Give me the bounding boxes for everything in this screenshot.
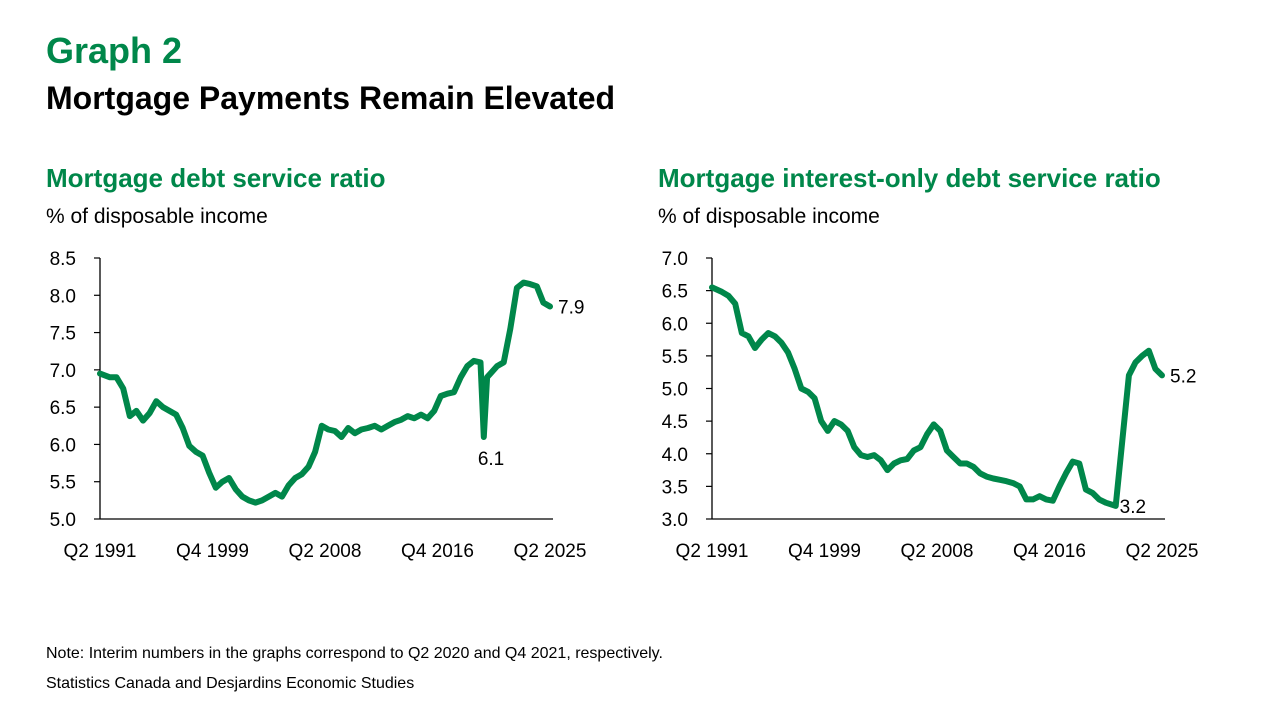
y-tick-label: 5.5 bbox=[662, 347, 688, 368]
y-tick-label: 6.5 bbox=[662, 282, 688, 303]
x-tick-label: Q2 2008 bbox=[289, 541, 362, 562]
page-title: Mortgage Payments Remain Elevated bbox=[46, 80, 616, 116]
right-chart: 3.0 3.5 4.0 4.5 5.0 5.5 6.0 6.5 7.0 Q2 1991 Q4 199… bbox=[662, 249, 1199, 562]
series-line bbox=[709, 284, 1165, 509]
y-tick-label: 8.5 bbox=[50, 249, 76, 270]
x-tick-label: Q4 2016 bbox=[1013, 541, 1086, 562]
x-tick-label: Q2 1991 bbox=[676, 541, 749, 562]
data-label: 6.1 bbox=[478, 449, 504, 470]
left-chart-unit: % of disposable income bbox=[46, 205, 268, 228]
y-tick-label: 6.0 bbox=[662, 314, 688, 335]
source-text: Statistics Canada and Desjardins Economi… bbox=[46, 675, 415, 692]
y-tick-label: 8.0 bbox=[50, 286, 76, 307]
graph-number: Graph 2 bbox=[46, 30, 183, 71]
y-tick-label: 3.5 bbox=[662, 477, 688, 498]
y-tick-label: 7.0 bbox=[662, 249, 688, 270]
x-tick-label: Q4 1999 bbox=[788, 541, 861, 562]
y-tick-label: 5.0 bbox=[50, 510, 76, 531]
data-label: 5.2 bbox=[1170, 366, 1196, 387]
y-tick-label: 4.5 bbox=[662, 412, 688, 433]
y-tick-label: 7.0 bbox=[50, 361, 76, 382]
x-tick-label: Q4 1999 bbox=[176, 541, 249, 562]
x-tick-label: Q4 2016 bbox=[401, 541, 474, 562]
left-chart-title: Mortgage debt service ratio bbox=[46, 163, 386, 193]
x-tick-label: Q2 2025 bbox=[1126, 541, 1199, 562]
x-tick-label: Q2 2025 bbox=[514, 541, 587, 562]
y-tick-label: 6.0 bbox=[50, 435, 76, 456]
right-chart-unit: % of disposable income bbox=[658, 205, 880, 228]
note-text: Note: Interim numbers in the graphs corr… bbox=[46, 645, 663, 662]
right-chart-title: Mortgage interest-only debt service rati… bbox=[658, 163, 1161, 193]
y-tick-label: 5.5 bbox=[50, 473, 76, 494]
y-tick-label: 4.0 bbox=[662, 445, 688, 466]
x-tick-label: Q2 2008 bbox=[901, 541, 974, 562]
y-tick-label: 5.0 bbox=[662, 380, 688, 401]
data-label: 3.2 bbox=[1120, 497, 1146, 518]
y-tick-label: 7.5 bbox=[50, 324, 76, 345]
data-label: 7.9 bbox=[558, 297, 584, 318]
y-tick-label: 3.0 bbox=[662, 510, 688, 531]
series-line bbox=[97, 279, 553, 506]
left-chart: 5.0 5.5 6.0 6.5 7.0 7.5 8.0 8.5 Q2 1991 Q4 1999 Q2… bbox=[50, 249, 587, 562]
x-tick-label: Q2 1991 bbox=[64, 541, 137, 562]
y-tick-label: 6.5 bbox=[50, 398, 76, 419]
